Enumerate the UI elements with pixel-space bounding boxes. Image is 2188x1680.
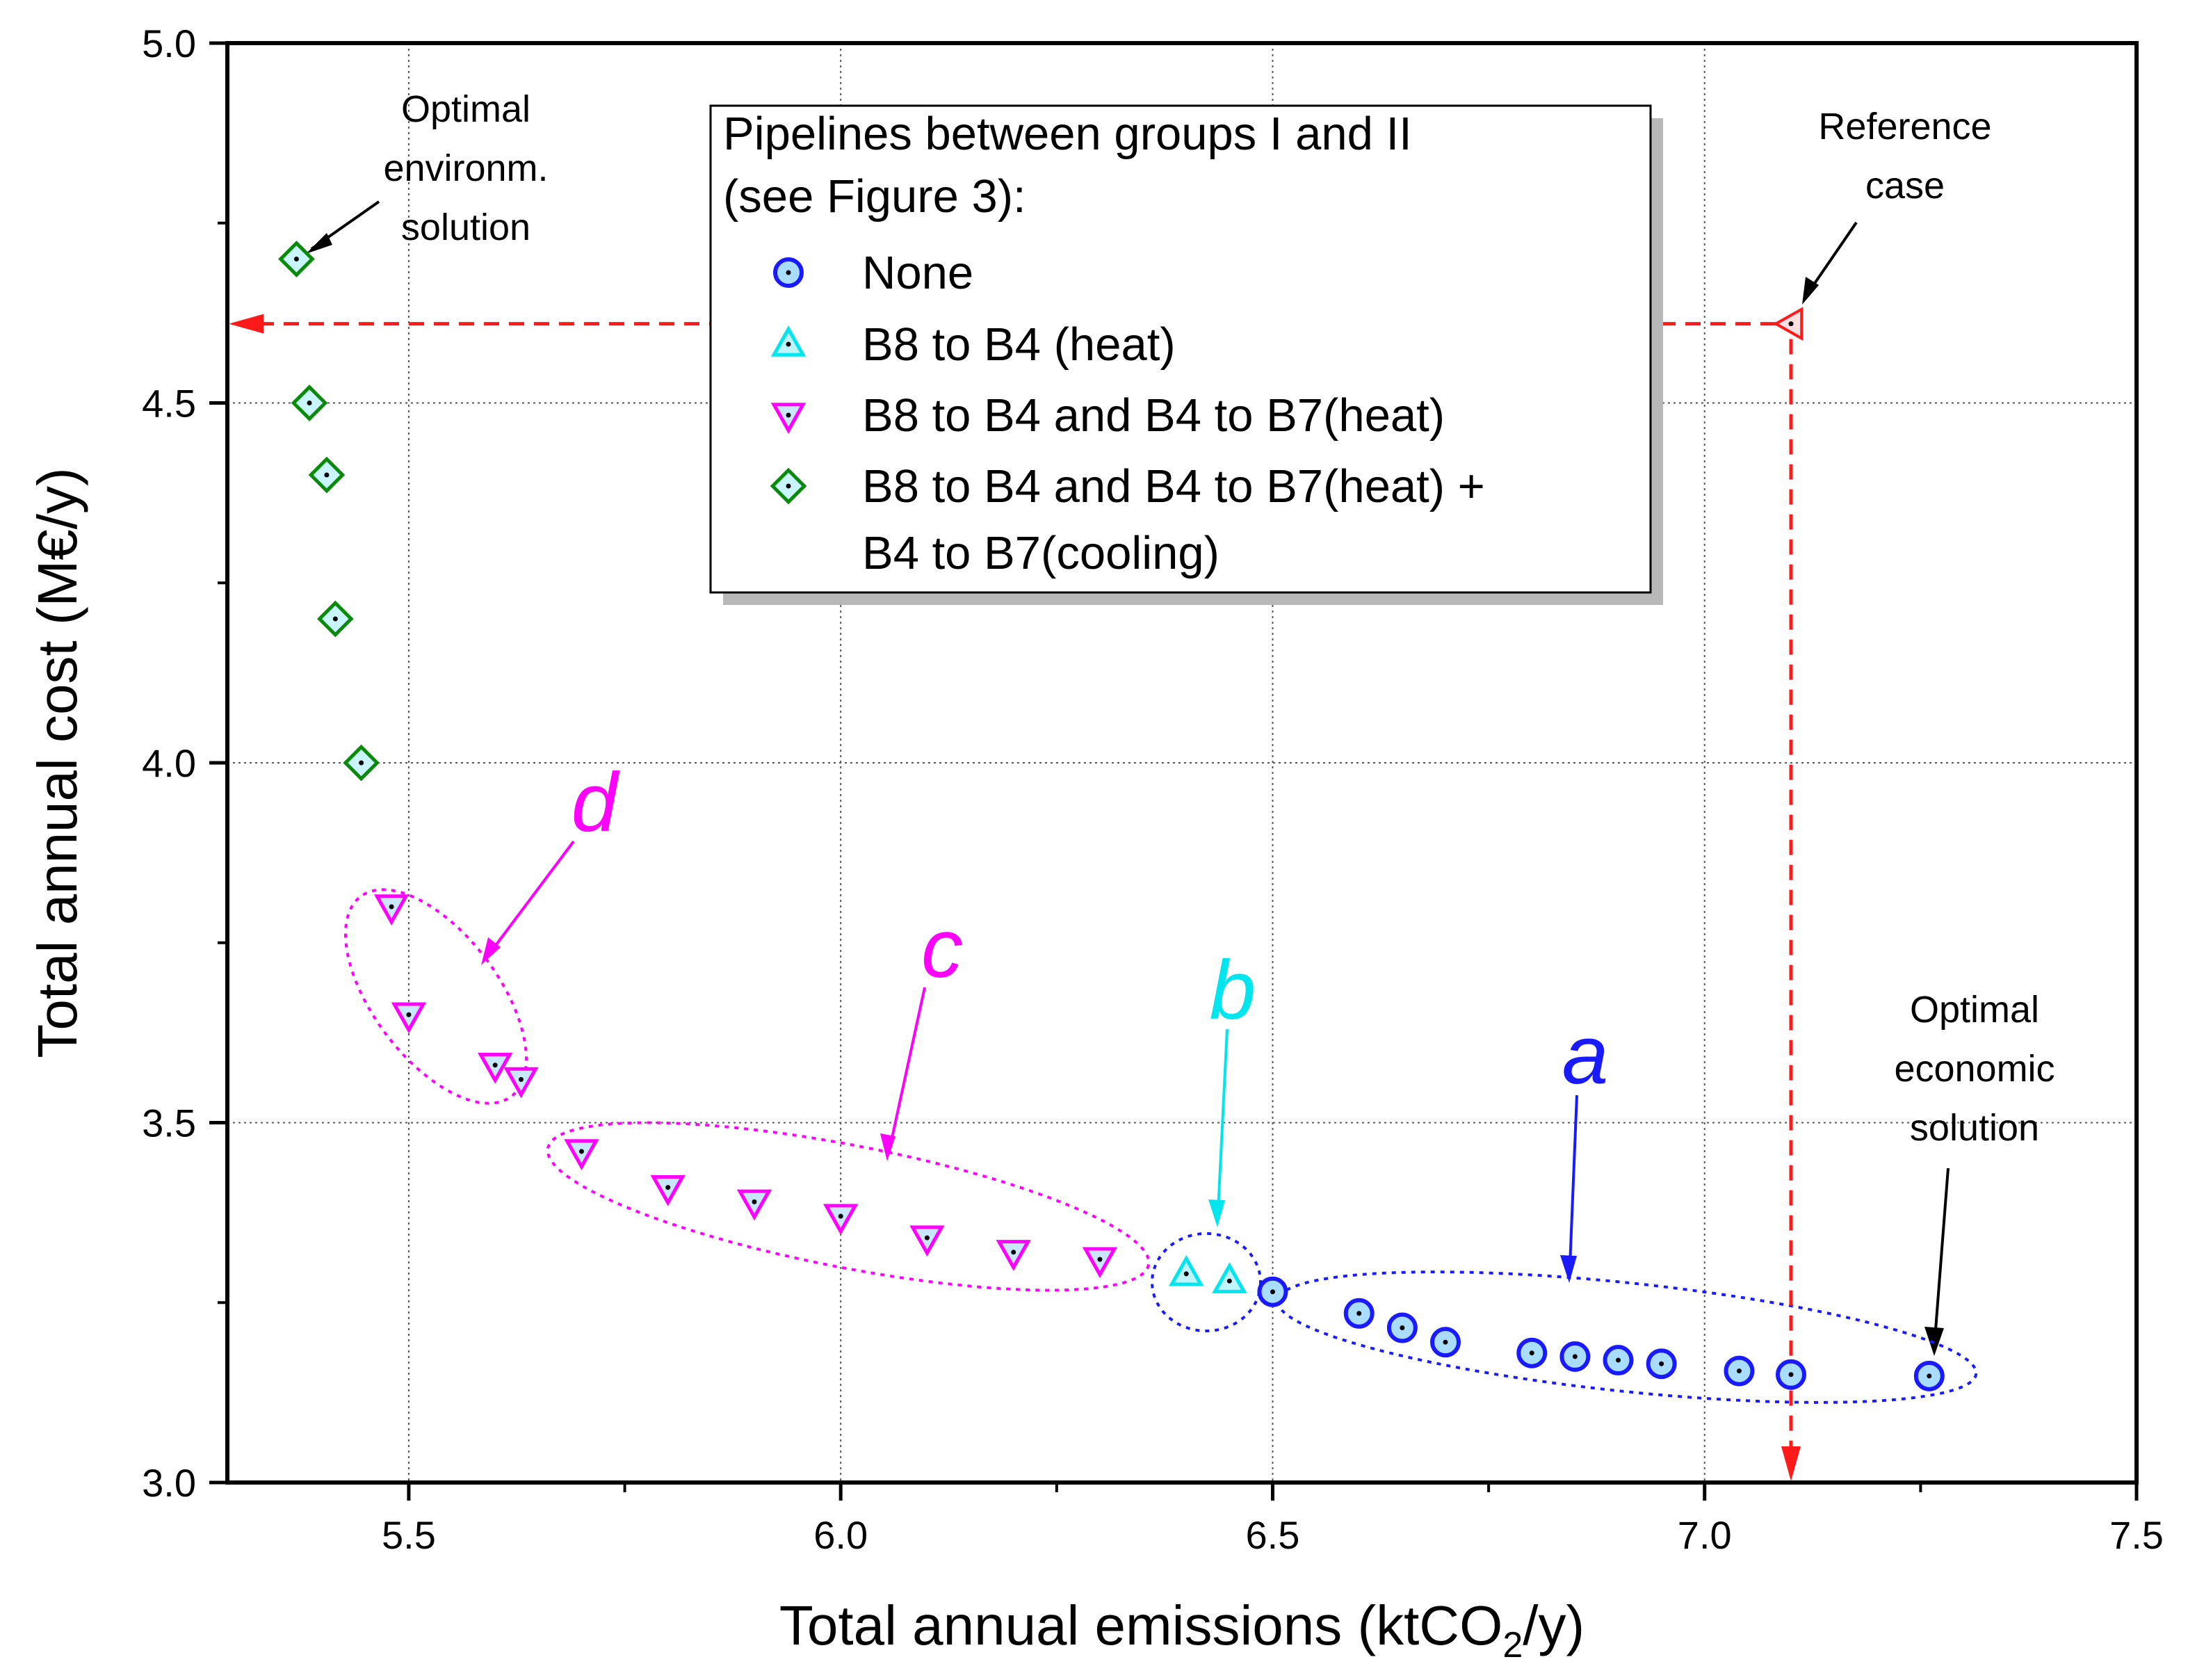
group-label-c: c [921,902,963,995]
legend-label-cooling-2: B4 to B7(cooling) [862,527,1219,579]
pointer-b [1217,1028,1229,1211]
point-s0-1 [1343,1298,1375,1329]
legend-label-none: None [862,247,973,299]
legend: Pipelines between groups I and II (see F… [709,104,1663,605]
arrow-env-head [306,233,332,254]
point-s3-4 [343,744,380,782]
pointer-b-head [1208,1200,1225,1227]
annot-env-line3: solution [401,207,530,248]
ellipse-c [546,1121,1151,1292]
x-axis-title-end: /y) [1523,1594,1585,1656]
x-axis-title-sub: 2 [1502,1625,1523,1665]
point-s0-7 [1646,1348,1677,1380]
x-axis-title-main: Total annual emissions (ktCO [779,1594,1502,1656]
point-s3-1 [291,385,328,421]
point-s2-10 [1082,1247,1118,1279]
legend-marker-0 [773,257,804,288]
point-s0-0 [1257,1276,1288,1307]
group-label-d: d [572,756,620,849]
axis-ticks: 5.5 6.0 6.5 7.0 7.5 3.0 3.5 4.0 4.5 5.0 [142,22,2164,1557]
y-tick-label-4: 5.0 [142,22,196,65]
annot-econ-line2: economic [1894,1048,2055,1090]
point-s3-0 [278,241,315,277]
y-axis-title: Total annual cost (M€/y) [26,467,88,1058]
pointer-d-head [481,937,501,965]
point-s0-6 [1603,1345,1634,1376]
point-s0-8 [1724,1355,1755,1387]
point-s0-2 [1386,1312,1418,1343]
group-ellipses [343,888,1978,1404]
legend-marker-3 [770,467,807,505]
y-tick-label-3: 4.5 [142,382,196,426]
arrow-ref-head [1802,277,1819,305]
point-s2-0 [373,894,410,926]
x-tick-label-1: 6.0 [813,1513,868,1557]
point-s1-0 [1169,1254,1204,1286]
point-s3-2 [308,456,346,494]
annotation-reference-case: Reference case [1802,106,1992,305]
legend-markers [770,257,807,505]
pointer-d [489,840,575,954]
pointer-c [889,987,926,1148]
annot-ref-line2: case [1865,165,1945,207]
y-tick-label-0: 3.0 [142,1461,196,1505]
point-s0-3 [1429,1327,1461,1358]
annotation-optimal-economic: Optimal economic solution [1894,989,2055,1356]
group-label-b: b [1210,944,1256,1037]
legend-label-b8-b4: B8 to B4 (heat) [862,318,1176,371]
point-s2-3 [503,1067,539,1099]
point-s2-7 [823,1204,859,1235]
annot-env-line1: Optimal [401,88,530,130]
point-s2-4 [564,1139,599,1170]
y-tick-label-1: 3.5 [142,1101,196,1145]
group-label-a: a [1562,1008,1609,1101]
x-axis-title: Total annual emissions (ktCO2/y) [779,1594,1585,1665]
point-s3-3 [316,600,354,638]
point-s2-6 [736,1189,772,1221]
legend-title-line2: (see Figure 3): [723,170,1026,223]
legend-label-b8-b4-b7: B8 to B4 and B4 to B7(heat) [862,389,1445,442]
ref-arrow-left [229,314,264,334]
ref-arrow-down [1781,1446,1801,1481]
point-s0-9 [1775,1359,1806,1390]
annotation-optimal-environmental: Optimal environm. solution [306,88,549,254]
legend-title-line1: Pipelines between groups I and II [723,108,1412,160]
legend-box [709,104,1652,594]
annot-env-line2: environm. [383,147,548,189]
legend-marker-1 [770,325,807,357]
ellipse-b [1151,1232,1262,1332]
annot-econ-line1: Optimal [1910,989,2039,1031]
annot-econ-line3: solution [1910,1107,2039,1149]
legend-marker-2 [770,403,807,434]
data-points [278,241,1945,1391]
point-s2-1 [391,1002,427,1034]
point-s2-2 [478,1053,513,1084]
pointer-a [1569,1095,1578,1266]
point-reference-case [1773,307,1804,341]
point-s2-5 [650,1174,686,1206]
annot-ref-line1: Reference [1818,106,1991,147]
pointer-c-head [880,1133,896,1161]
x-tick-label-3: 7.0 [1678,1513,1732,1557]
x-tick-label-2: 6.5 [1246,1513,1300,1557]
x-tick-label-4: 7.5 [2109,1513,2164,1557]
point-s2-9 [996,1240,1031,1271]
y-tick-label-2: 4.0 [142,741,196,785]
ellipse-a [1276,1270,1978,1404]
point-s0-4 [1516,1337,1548,1368]
group-labels: d c b a [481,756,1608,1283]
point-s1-1 [1212,1262,1247,1293]
point-s2-8 [909,1225,945,1257]
legend-label-cooling-1: B8 to B4 and B4 to B7(heat) + [862,460,1485,512]
pointer-a-head [1560,1255,1577,1283]
x-tick-label-0: 5.5 [382,1513,436,1557]
point-s0-5 [1559,1341,1591,1372]
arrow-econ [1934,1168,1950,1339]
point-s0-10 [1913,1360,1945,1391]
